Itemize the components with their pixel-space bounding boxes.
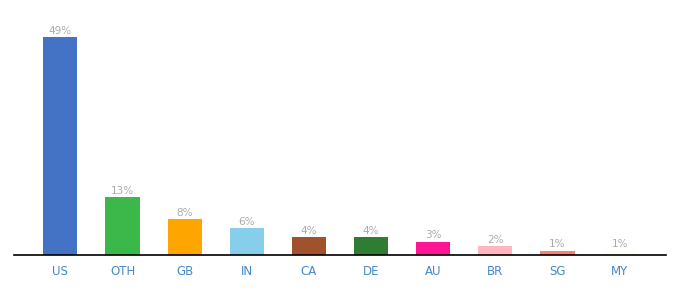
Text: 1%: 1% — [549, 239, 566, 249]
Text: 8%: 8% — [176, 208, 193, 218]
Bar — [44, 37, 78, 255]
Bar — [230, 228, 264, 255]
Bar — [292, 237, 326, 255]
Bar — [167, 219, 202, 255]
Text: 4%: 4% — [301, 226, 317, 236]
Text: 1%: 1% — [611, 239, 628, 249]
Bar — [416, 242, 450, 255]
Bar — [105, 197, 139, 255]
Text: 49%: 49% — [49, 26, 72, 36]
Bar — [354, 237, 388, 255]
Bar — [478, 246, 513, 255]
Bar — [602, 250, 636, 255]
Bar — [541, 250, 575, 255]
Text: 2%: 2% — [487, 235, 504, 245]
Text: 6%: 6% — [239, 217, 255, 227]
Text: 13%: 13% — [111, 186, 134, 196]
Text: 4%: 4% — [363, 226, 379, 236]
Text: 3%: 3% — [425, 230, 441, 240]
